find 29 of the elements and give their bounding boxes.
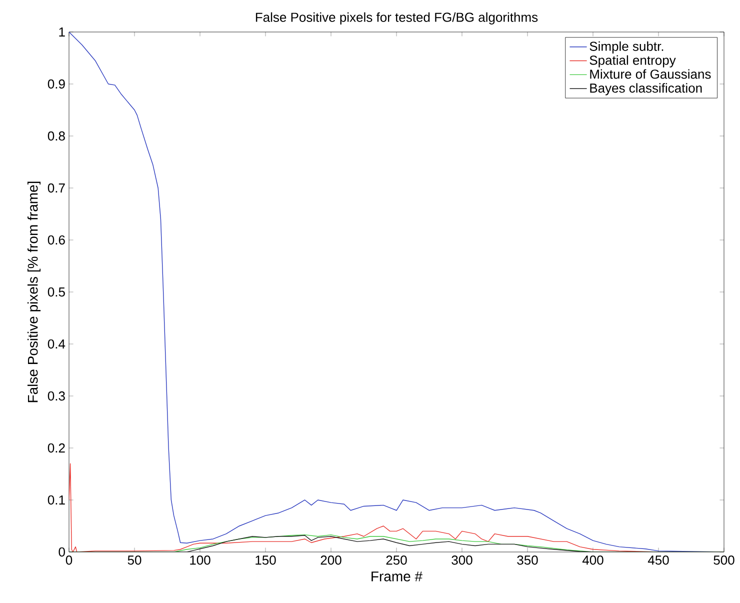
y-axis-title: False Positive pixels [% from frame] — [27, 182, 41, 402]
x-tick-label: 250 — [386, 556, 407, 565]
y-tick-label: 0.5 — [48, 287, 65, 297]
y-tick-label: 0.4 — [48, 339, 66, 349]
chart-title: False Positive pixels for tested FG/BG algorithms — [256, 12, 538, 24]
y-tick-label: 1 — [59, 28, 65, 36]
y-tick-label: 0 — [58, 547, 65, 557]
y-tick-label: 0.8 — [48, 131, 65, 141]
x-tick-label: 0 — [66, 556, 72, 565]
y-tick-label: 0.6 — [48, 235, 65, 245]
legend-label: Simple subtr. — [590, 41, 664, 54]
y-tick-label: 0.2 — [48, 443, 65, 453]
x-axis-title: Frame # — [372, 572, 422, 582]
legend-label: Bayes classification — [590, 83, 702, 96]
y-tick-label: 0.9 — [48, 79, 65, 89]
legend-label: Spatial entropy — [590, 55, 676, 68]
legend-label: Mixture of Gaussians — [590, 69, 711, 79]
x-tick-label: 300 — [452, 556, 472, 565]
y-tick-label: 0.3 — [48, 391, 65, 401]
x-tick-label: 400 — [582, 556, 604, 565]
x-tick-label: 100 — [190, 556, 210, 565]
x-tick-label: 350 — [517, 556, 538, 565]
x-tick-label: 450 — [648, 556, 669, 565]
x-tick-label: 150 — [256, 556, 276, 565]
x-tick-label: 500 — [714, 556, 734, 565]
y-tick-label: 0.7 — [48, 183, 65, 193]
x-tick-label: 50 — [128, 556, 142, 565]
x-tick-label: 200 — [320, 556, 342, 565]
y-tick-label: 0.1 — [48, 495, 65, 505]
